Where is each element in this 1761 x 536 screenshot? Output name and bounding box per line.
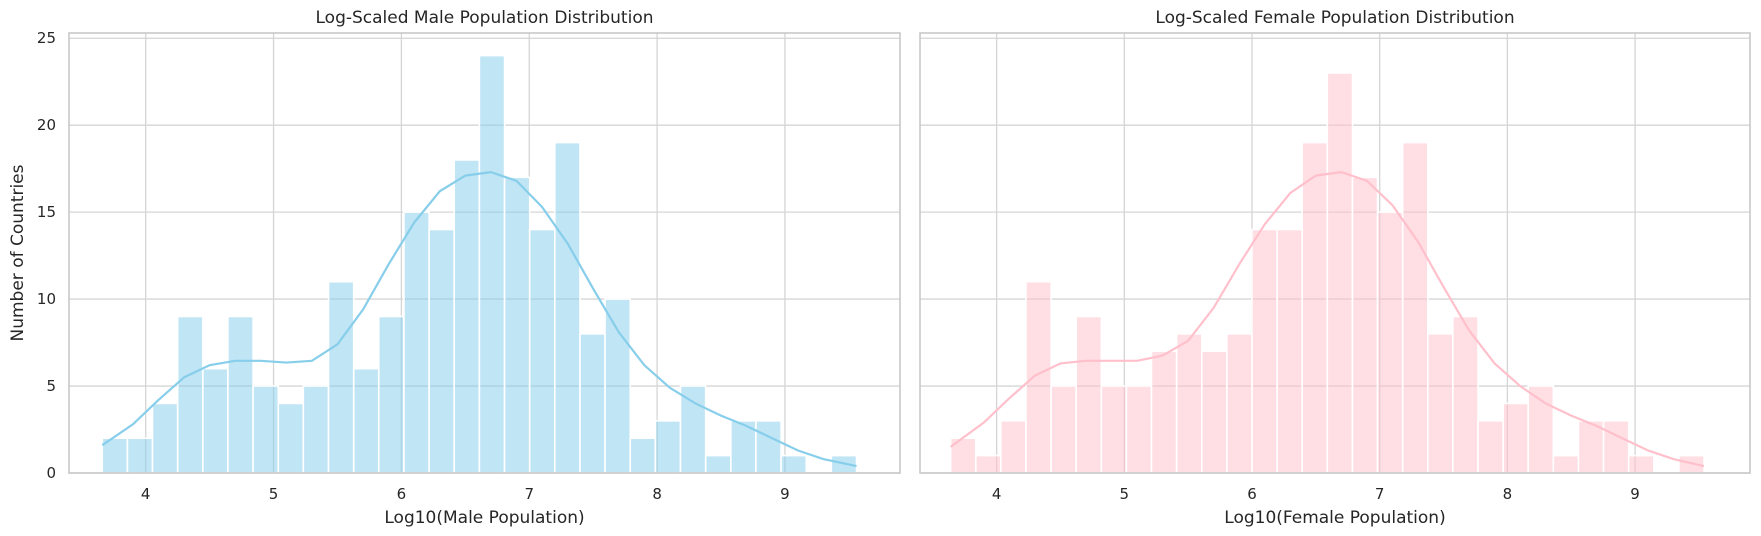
female-chart-title: Log-Scaled Female Population Distributio… [1155, 8, 1514, 28]
panel-male: Log-Scaled Male Population Distribution 4… [37, 8, 901, 528]
female-kde-line [949, 171, 1705, 468]
female-bar-19 [1427, 333, 1454, 474]
male-bar-23 [679, 385, 707, 474]
male-y-tick-label-3: 15 [37, 203, 56, 221]
female-x-tick-label-5: 9 [1630, 485, 1640, 503]
male-bar-7 [277, 402, 305, 474]
shared-y-axis-label: Number of Countries [8, 164, 28, 341]
male-bar-8 [302, 385, 330, 474]
female-bar-14 [1301, 141, 1329, 474]
male-bar-4 [202, 367, 229, 474]
male-bar-24 [704, 454, 732, 474]
female-bar-12 [1251, 228, 1278, 474]
male-bar-1 [126, 437, 154, 474]
male-bar-12 [403, 211, 430, 474]
female-bar-8 [1150, 350, 1178, 474]
male-bar-19 [579, 333, 606, 474]
female-bar-4 [1050, 385, 1077, 474]
female-bar-11 [1226, 333, 1253, 474]
male-y-tick-label-5: 25 [37, 29, 56, 47]
male-bar-3 [176, 315, 204, 474]
male-bar-17 [528, 228, 556, 474]
female-x-tick-label-3: 7 [1375, 485, 1385, 503]
panel-female: Log-Scaled Female Population Distributio… [919, 8, 1751, 528]
male-kde-line [101, 171, 857, 468]
female-x-tick-label-1: 5 [1120, 485, 1130, 503]
male-bar-11 [377, 315, 405, 474]
female-plot-frame [919, 32, 1751, 474]
female-bar-15 [1326, 72, 1354, 474]
female-bar-5 [1075, 315, 1103, 474]
male-bar-13 [428, 228, 456, 474]
female-x-tick-label-0: 4 [992, 485, 1002, 503]
male-bar-5 [227, 315, 254, 474]
male-bar-9 [327, 280, 355, 474]
female-x-axis-label: Log10(Female Population) [1224, 508, 1445, 528]
male-bar-2 [151, 402, 179, 474]
female-bar-13 [1276, 228, 1303, 474]
male-y-tick-label-2: 10 [37, 290, 56, 308]
female-bar-9 [1175, 333, 1203, 474]
male-x-tick-label-4: 8 [652, 485, 662, 503]
female-bar-24 [1552, 454, 1580, 474]
male-x-tick-label-3: 7 [524, 485, 534, 503]
female-bar-3 [1025, 280, 1052, 474]
female-x-tick-label-4: 8 [1503, 485, 1513, 503]
male-bar-27 [780, 454, 808, 474]
female-bar-7 [1125, 385, 1153, 474]
female-bar-25 [1577, 420, 1605, 474]
male-x-tick-label-1: 5 [269, 485, 279, 503]
female-bar-20 [1452, 315, 1479, 474]
female-bar-17 [1376, 211, 1404, 474]
male-chart-title: Log-Scaled Male Population Distribution [316, 8, 654, 28]
female-bar-1 [975, 454, 1002, 474]
female-bar-18 [1401, 141, 1429, 474]
male-x-tick-label-0: 4 [141, 485, 151, 503]
female-bar-26 [1602, 420, 1630, 474]
female-bar-6 [1100, 385, 1128, 474]
male-bar-16 [503, 176, 531, 474]
male-bar-6 [252, 385, 280, 474]
male-x-tick-label-2: 6 [397, 485, 407, 503]
female-bar-2 [1000, 420, 1027, 474]
male-y-tick-label-4: 20 [37, 116, 56, 134]
male-bar-15 [478, 54, 506, 474]
female-bar-21 [1477, 420, 1504, 474]
female-x-tick-label-2: 6 [1247, 485, 1257, 503]
male-bar-10 [352, 367, 380, 474]
female-bar-10 [1201, 350, 1228, 474]
male-bar-0 [101, 437, 129, 474]
male-bar-14 [453, 159, 481, 474]
male-plot-frame [68, 32, 901, 474]
male-x-axis-label: Log10(Male Population) [384, 508, 584, 528]
female-bar-16 [1351, 176, 1379, 474]
male-y-tick-label-0: 0 [46, 464, 56, 482]
male-bar-26 [755, 420, 782, 474]
female-bar-22 [1502, 402, 1529, 474]
male-x-tick-label-5: 9 [780, 485, 790, 503]
male-bar-21 [629, 437, 657, 474]
male-bar-18 [554, 141, 581, 474]
female-bar-27 [1627, 454, 1655, 474]
male-y-tick-label-1: 5 [46, 377, 56, 395]
male-bar-20 [604, 298, 632, 474]
male-bar-22 [654, 420, 682, 474]
